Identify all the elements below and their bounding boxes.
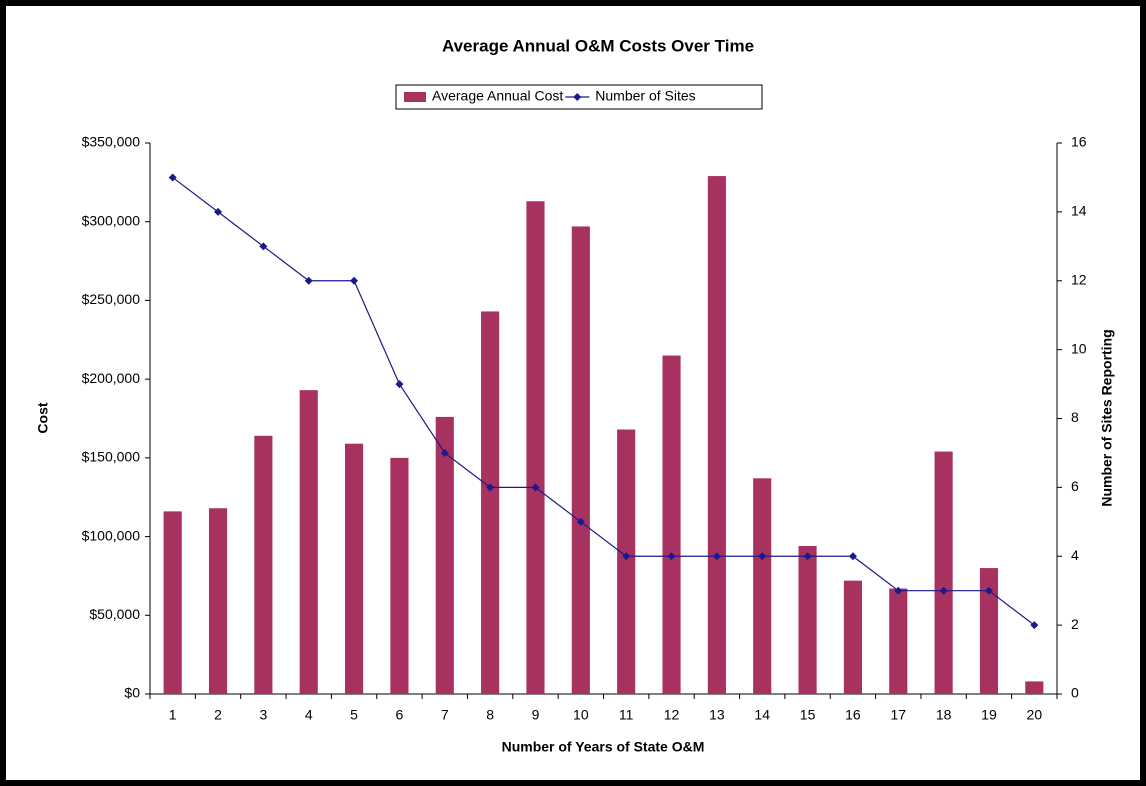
- x-tick-label: 13: [709, 707, 725, 723]
- y2-tick-label: 6: [1071, 478, 1079, 494]
- x-tick-label: 17: [890, 707, 906, 723]
- x-tick-label: 19: [981, 707, 997, 723]
- bar: [753, 478, 772, 694]
- x-tick-label: 1: [169, 707, 177, 723]
- line-marker: [214, 207, 223, 216]
- x-tick-label: 20: [1027, 707, 1043, 723]
- y2-tick-label: 14: [1071, 203, 1087, 219]
- bar: [526, 201, 545, 694]
- legend-label: Number of Sites: [595, 88, 695, 104]
- bar: [571, 226, 590, 695]
- y2-tick-label: 2: [1071, 616, 1079, 632]
- bar: [208, 508, 228, 694]
- y-axis-title: Cost: [35, 402, 51, 433]
- line-marker: [576, 517, 585, 526]
- line-marker: [259, 242, 268, 251]
- x-tick-label: 3: [259, 707, 267, 723]
- line-marker: [350, 276, 359, 285]
- y-tick-label: $0: [124, 685, 140, 701]
- line: [172, 176, 1035, 626]
- x-tick-label: 8: [486, 707, 494, 723]
- y-tick-label: $300,000: [82, 212, 141, 228]
- line-marker: [803, 552, 812, 561]
- y2-tick-label: 12: [1071, 271, 1087, 287]
- bar: [979, 568, 999, 694]
- bar: [617, 429, 636, 694]
- legend-label: Average Annual Cost: [432, 88, 563, 104]
- y2-tick-label: 4: [1071, 547, 1079, 563]
- line-marker: [395, 380, 404, 389]
- legend-swatch-marker: [573, 93, 582, 101]
- legend-swatch: [404, 92, 426, 102]
- bar: [299, 390, 318, 694]
- x-tick-label: 10: [573, 707, 589, 723]
- bar: [481, 311, 500, 694]
- y-tick-label: $100,000: [82, 527, 141, 543]
- line-marker: [486, 483, 495, 492]
- line-marker: [440, 448, 449, 457]
- bar: [390, 457, 409, 694]
- x-axis-title: Number of Years of State O&M: [502, 739, 705, 755]
- bar: [435, 416, 454, 694]
- bar: [163, 511, 182, 694]
- x-tick-label: 14: [754, 707, 770, 723]
- x-tick-label: 6: [396, 707, 404, 723]
- bar: [662, 355, 681, 694]
- y-tick-label: $200,000: [82, 370, 141, 386]
- line-marker: [667, 552, 676, 561]
- line-marker: [168, 173, 177, 182]
- y2-axis-title: Number of Sites Reporting: [1099, 329, 1115, 506]
- line-marker: [894, 586, 903, 595]
- x-tick-label: 5: [350, 707, 358, 723]
- bar: [345, 443, 364, 694]
- line-marker: [848, 552, 857, 561]
- x-tick-label: 9: [532, 707, 540, 723]
- x-tick-label: 12: [664, 707, 680, 723]
- line-marker: [531, 483, 540, 492]
- y-tick-label: $150,000: [82, 449, 141, 465]
- chart-title: Average Annual O&M Costs Over Time: [442, 36, 754, 55]
- y2-tick-label: 10: [1071, 340, 1087, 356]
- x-tick-label: 2: [214, 707, 222, 723]
- x-tick-label: 18: [936, 707, 952, 723]
- bar: [889, 588, 908, 694]
- line-marker: [758, 552, 767, 561]
- x-tick-label: 16: [845, 707, 861, 723]
- bar: [254, 435, 273, 694]
- line-marker: [304, 276, 313, 285]
- x-tick-label: 11: [619, 707, 634, 723]
- y-tick-label: $350,000: [82, 134, 141, 150]
- x-tick-label: 7: [441, 707, 449, 723]
- y-tick-label: $250,000: [82, 291, 141, 307]
- line-marker: [1030, 621, 1039, 630]
- line-marker: [984, 586, 993, 595]
- line-marker: [622, 552, 631, 561]
- x-tick-label: 4: [305, 707, 313, 723]
- y2-tick-label: 16: [1071, 134, 1087, 150]
- y-tick-label: $50,000: [89, 606, 140, 622]
- bar: [934, 451, 953, 694]
- bar: [843, 580, 862, 694]
- y2-tick-label: 8: [1071, 409, 1079, 425]
- bar: [798, 546, 817, 694]
- bar: [707, 176, 726, 694]
- y2-tick-label: 0: [1071, 685, 1079, 701]
- line-marker: [712, 552, 721, 561]
- bar: [1025, 681, 1044, 694]
- line-marker: [939, 586, 948, 595]
- x-tick-label: 15: [800, 707, 816, 723]
